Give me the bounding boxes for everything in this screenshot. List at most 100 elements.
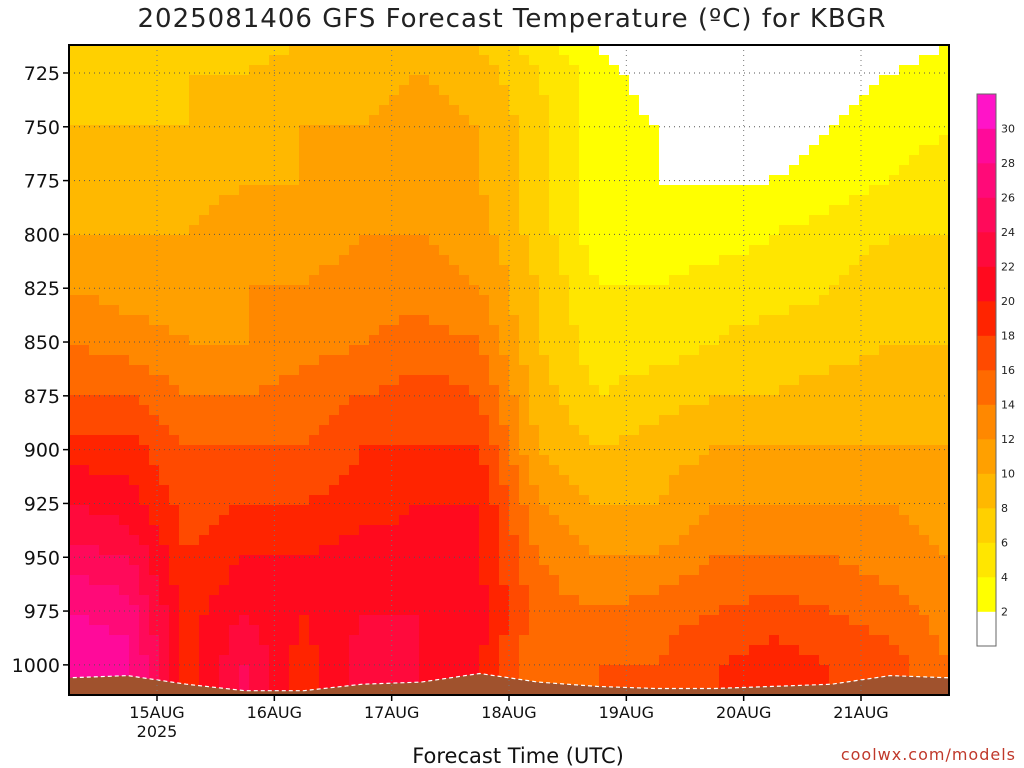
field-cell [599,85,610,96]
field-cell [469,445,480,456]
field-cell [649,475,660,486]
field-cell [749,575,760,586]
field-cell [469,95,480,106]
field-cell [79,145,90,156]
field-cell [389,315,400,326]
field-cell [149,605,160,616]
field-cell [569,485,580,496]
field-cell [909,585,920,596]
field-cell [349,495,360,506]
field-cell [619,305,630,316]
field-cell [469,45,480,56]
field-cell [99,325,110,336]
field-cell [359,595,370,606]
field-cell [439,365,450,376]
field-cell [209,65,220,76]
field-cell [639,345,650,356]
field-cell [249,565,260,576]
field-cell [839,225,850,236]
field-cell [639,365,650,376]
field-cell [819,455,830,466]
field-cell [389,85,400,96]
field-cell [929,85,940,96]
field-cell [559,275,570,286]
field-cell [829,65,840,76]
field-cell [429,245,440,256]
field-cell [169,455,180,466]
field-cell [329,525,340,536]
field-cell [769,305,780,316]
field-cell [809,225,820,236]
field-cell [399,315,410,326]
field-cell [479,165,490,176]
field-cell [379,275,390,286]
field-cell [429,445,440,456]
field-cell [469,75,480,86]
field-cell [749,225,760,236]
field-cell [339,55,350,66]
field-cell [819,275,830,286]
field-cell [289,475,300,486]
field-cell [379,245,390,256]
field-cell [449,125,460,136]
field-cell [449,55,460,66]
field-cell [209,385,220,396]
field-cell [539,75,550,86]
field-cell [499,195,510,206]
field-cell [129,65,140,76]
field-cell [509,315,520,326]
field-cell [749,295,760,306]
field-cell [789,255,800,266]
field-cell [859,165,870,176]
field-cell [809,115,820,126]
field-cell [899,535,910,546]
field-cell [589,75,600,86]
field-cell [709,275,720,286]
field-cell [759,355,770,366]
field-cell [169,165,180,176]
field-cell [619,75,630,86]
field-cell [279,375,290,386]
field-cell [139,165,150,176]
field-cell [289,105,300,116]
field-cell [829,155,840,166]
field-cell [519,355,530,366]
field-cell [409,125,420,136]
field-cell [639,285,650,296]
field-cell [99,585,110,596]
field-cell [869,95,880,106]
field-cell [589,275,600,286]
field-cell [469,345,480,356]
field-cell [559,285,570,296]
field-cell [229,465,240,476]
field-cell [669,105,680,116]
field-cell [449,225,460,236]
field-cell [339,295,350,306]
field-cell [779,85,790,96]
field-cell [69,245,80,256]
field-cell [859,145,870,156]
field-cell [289,255,300,266]
field-cell [509,345,520,356]
field-cell [579,395,590,406]
field-cell [699,255,710,266]
field-cell [219,555,230,566]
field-cell [609,45,620,56]
field-cell [799,75,810,86]
field-cell [779,155,790,166]
field-cell [919,505,930,516]
field-cell [499,95,510,106]
field-cell [889,575,900,586]
field-cell [239,505,250,516]
field-cell [429,605,440,616]
field-cell [579,565,590,576]
field-cell [939,205,949,216]
field-cell [309,265,320,276]
field-cell [789,565,800,576]
field-cell [209,275,220,286]
field-cell [519,185,530,196]
field-cell [359,545,370,556]
field-cell [119,105,130,116]
field-cell [539,155,550,166]
field-cell [259,245,270,256]
